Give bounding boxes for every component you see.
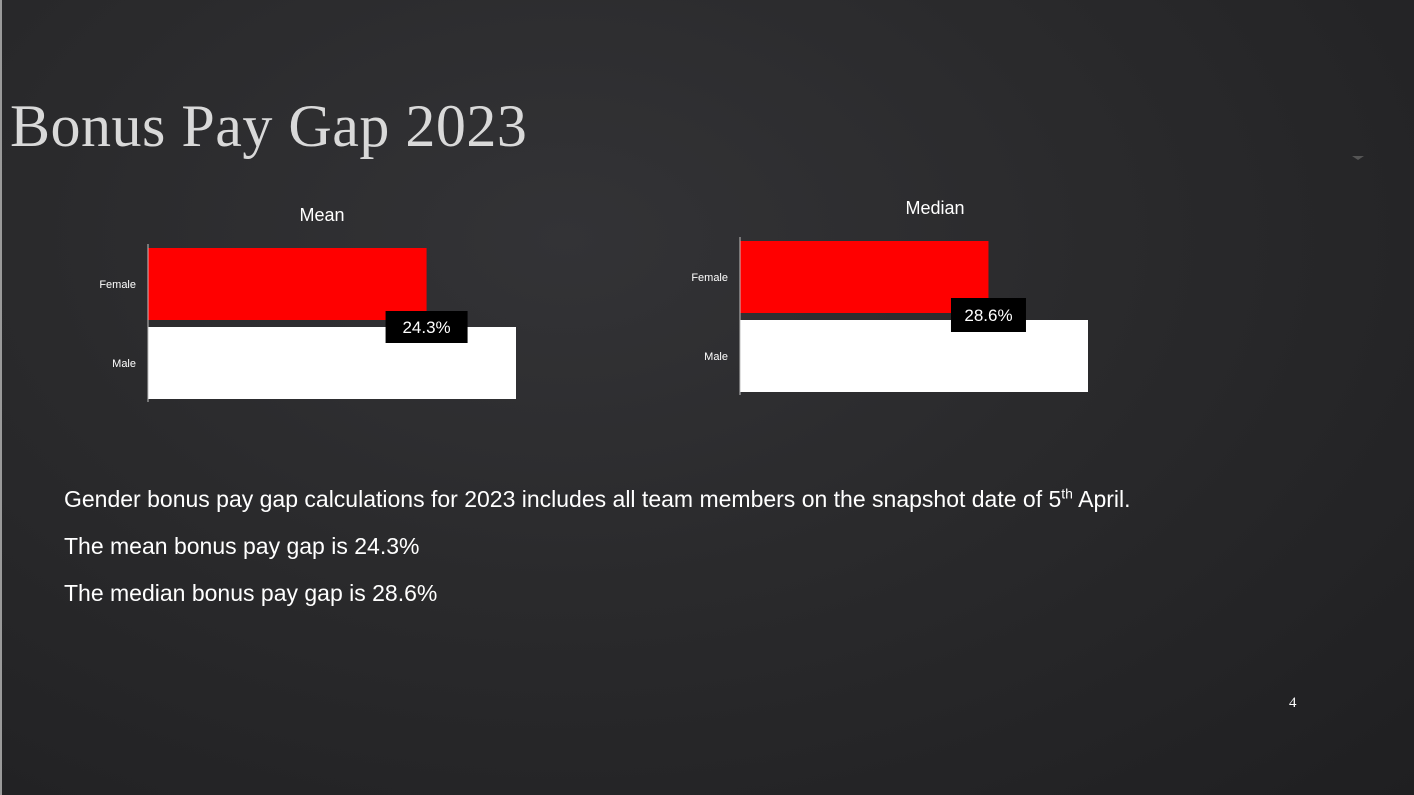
chart-median-title: Median: [905, 198, 964, 218]
chart-median-category-label-female: Female: [691, 272, 728, 284]
chart-mean-category-label-female: Female: [99, 279, 136, 291]
body-line-1-end: April.: [1072, 486, 1131, 512]
chart-mean-data-label-box: [385, 311, 468, 343]
body-line-1-sup: th: [1061, 485, 1073, 502]
chart-median-bar-male: [740, 320, 1088, 392]
body-line-1-text: Gender bonus pay gap calculations for 20…: [64, 486, 1062, 512]
body-line-3: The median bonus pay gap is 28.6%: [64, 580, 438, 606]
body-text: Gender bonus pay gap calculations for 20…: [64, 486, 1131, 627]
chart-median-data-label: 28.6%: [964, 306, 1012, 325]
chart-median-bar-female: [740, 241, 989, 313]
chart-mean-title: Mean: [299, 205, 344, 225]
page-number: 4: [1289, 695, 1297, 711]
chart-mean-category-label-male: Male: [112, 358, 136, 370]
body-line-1: Gender bonus pay gap calculations for 20…: [64, 486, 1131, 513]
chart-median-category-label-male: Male: [704, 351, 728, 363]
slide-title: Bonus Pay Gap 2023: [10, 93, 528, 159]
chart-median-data-label-box: [950, 298, 1026, 332]
chart-mean-bar-female: [148, 248, 427, 320]
chart-mean-data-label: 24.3%: [402, 318, 450, 337]
left-border-rule: [0, 0, 2, 795]
body-line-2: The mean bonus pay gap is 24.3%: [64, 533, 420, 559]
corner-mark: [1352, 156, 1364, 160]
